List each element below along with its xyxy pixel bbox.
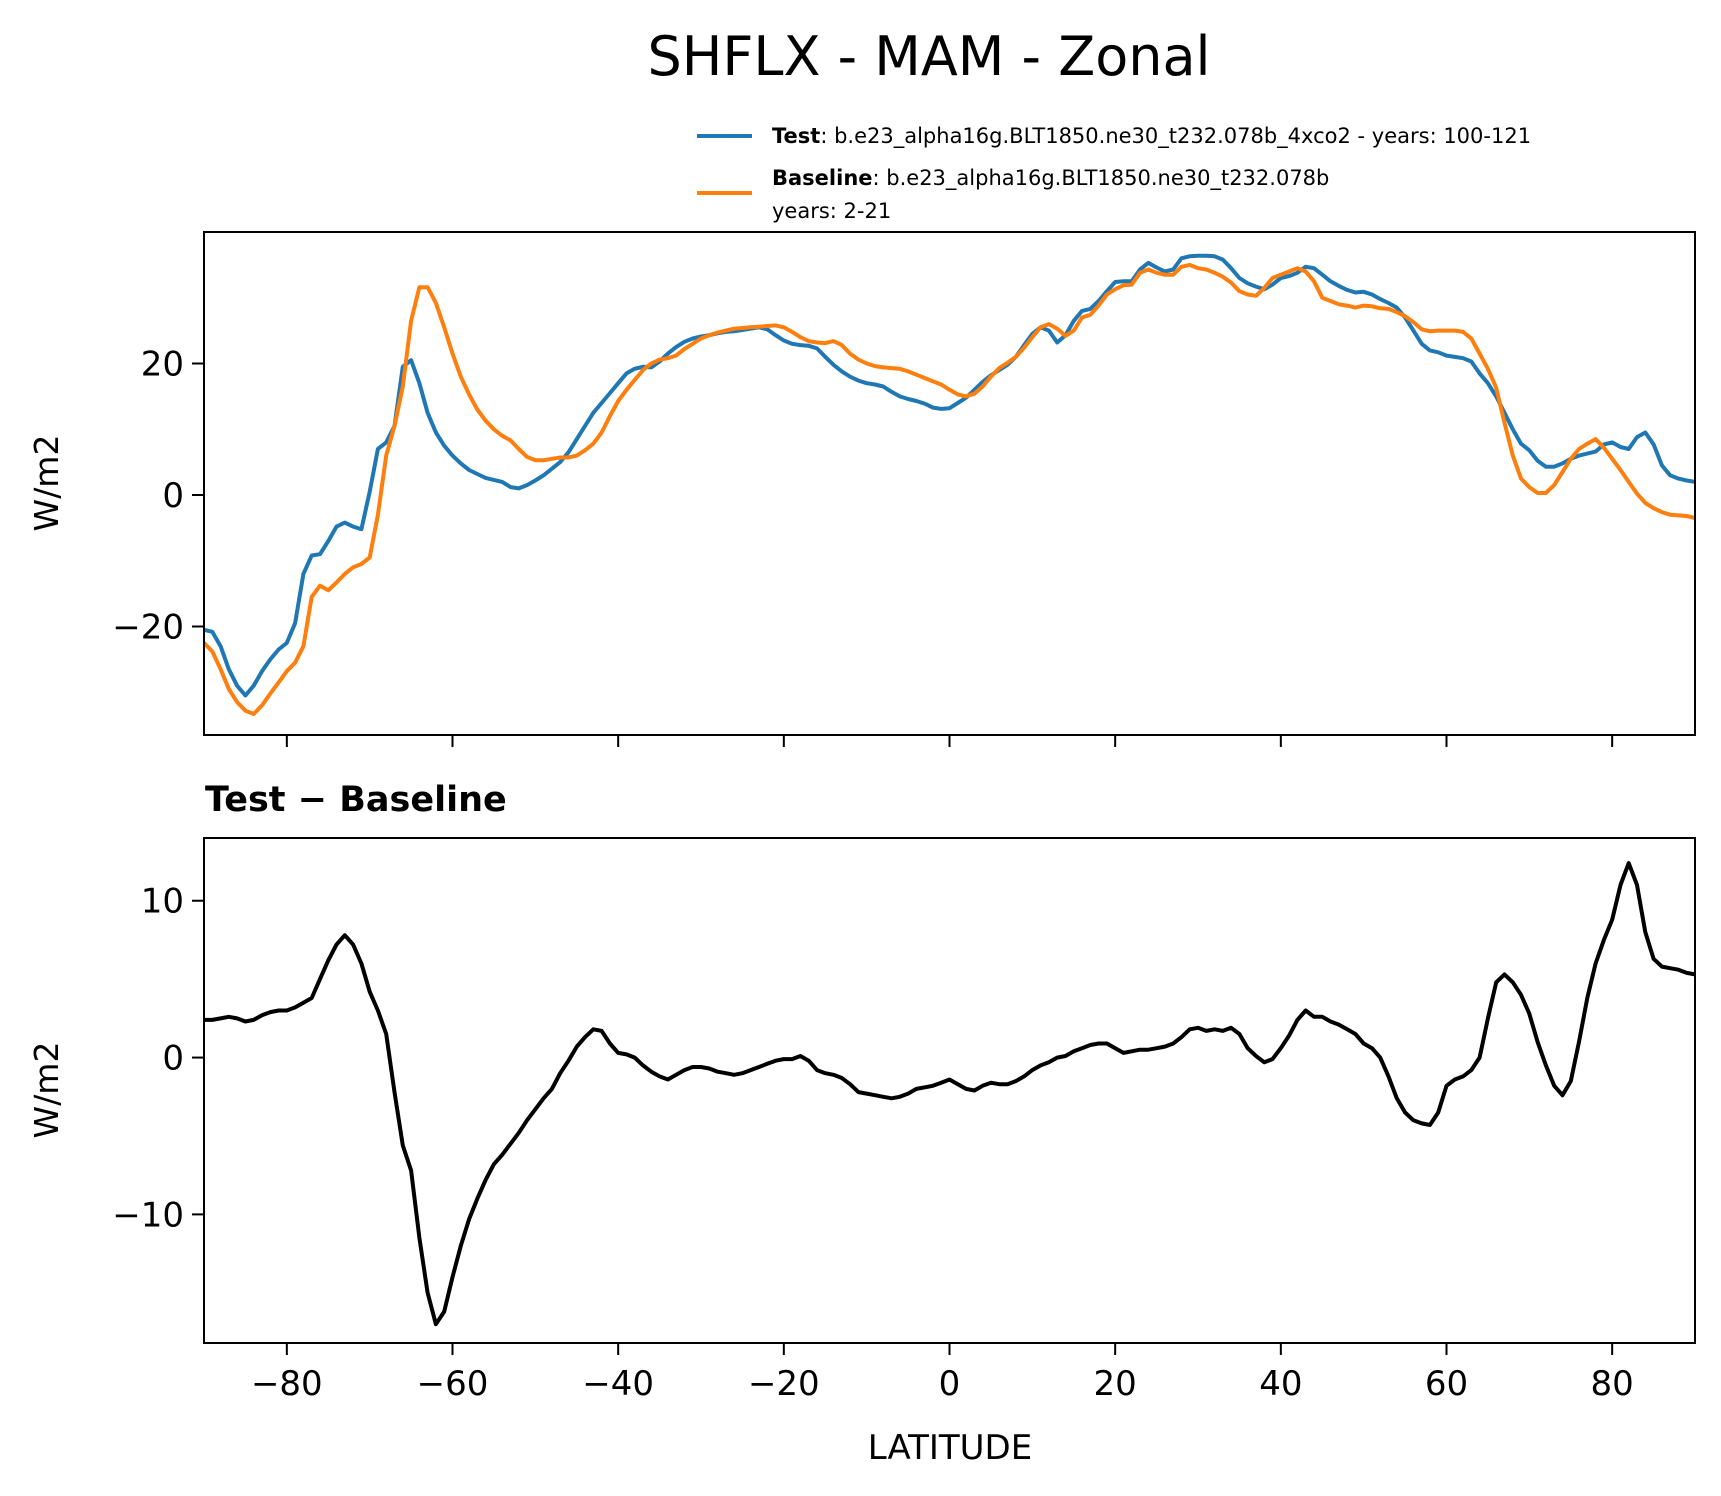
x-tick-label: 20 bbox=[1094, 1364, 1137, 1404]
legend-baseline-years: years: 2-21 bbox=[772, 199, 891, 223]
legend-baseline-name: Baseline bbox=[772, 166, 873, 190]
y-tick-label: 0 bbox=[162, 1039, 184, 1079]
bottom-panel-title: Test − Baseline bbox=[205, 780, 507, 820]
y-tick-label: −10 bbox=[112, 1195, 184, 1235]
bottom-panel-ylabel: W/m2 bbox=[27, 1042, 66, 1139]
legend-test-name: Test bbox=[772, 124, 820, 148]
x-tick-label: −60 bbox=[417, 1364, 489, 1404]
x-tick-label: 60 bbox=[1425, 1364, 1468, 1404]
y-tick-label: 10 bbox=[141, 882, 184, 922]
series-line-difference bbox=[204, 861, 1696, 1327]
series-line-baseline bbox=[202, 262, 1696, 716]
series-line-test bbox=[203, 253, 1696, 698]
top-panel-frame bbox=[203, 231, 1696, 736]
x-tick-label: 0 bbox=[939, 1364, 961, 1404]
bottom-panel-frame bbox=[203, 837, 1696, 1344]
figure-title: SHFLX - MAM - Zonal bbox=[647, 25, 1210, 88]
legend-test-text: : b.e23_alpha16g.BLT1850.ne30_t232.078b_… bbox=[820, 124, 1531, 149]
bottom-panel-ticks: −80 −60 −40 −20 0 20 40 60 80 −10 0 10 bbox=[112, 882, 1634, 1404]
y-tick-label: −20 bbox=[112, 608, 184, 648]
x-tick-label: −20 bbox=[748, 1364, 820, 1404]
x-tick-label: 40 bbox=[1259, 1364, 1302, 1404]
x-tick-label: −80 bbox=[251, 1364, 323, 1404]
legend: Test: b.e23_alpha16g.BLT1850.ne30_t232.0… bbox=[697, 124, 1531, 223]
legend-baseline-label: Baseline: b.e23_alpha16g.BLT1850.ne30_t2… bbox=[772, 166, 1329, 191]
top-panel: −20 0 20 W/m2 bbox=[27, 231, 1696, 747]
y-tick-label: 0 bbox=[162, 476, 184, 516]
top-panel-ylabel: W/m2 bbox=[27, 435, 66, 532]
top-panel-ticks: −20 0 20 bbox=[112, 345, 1614, 747]
bottom-panel: Test − Baseline −80 −60 −40 −20 0 20 40 60 80 −10… bbox=[27, 780, 1696, 1468]
x-tick-label: −40 bbox=[582, 1364, 654, 1404]
legend-test-label: Test: b.e23_alpha16g.BLT1850.ne30_t232.0… bbox=[772, 124, 1531, 149]
legend-baseline-text: : b.e23_alpha16g.BLT1850.ne30_t232.078b bbox=[873, 166, 1330, 191]
top-panel-series bbox=[202, 253, 1696, 716]
x-tick-label: 80 bbox=[1591, 1364, 1634, 1404]
y-tick-label: 20 bbox=[141, 345, 184, 385]
bottom-panel-series bbox=[204, 861, 1696, 1327]
x-axis-label: LATITUDE bbox=[868, 1428, 1032, 1468]
